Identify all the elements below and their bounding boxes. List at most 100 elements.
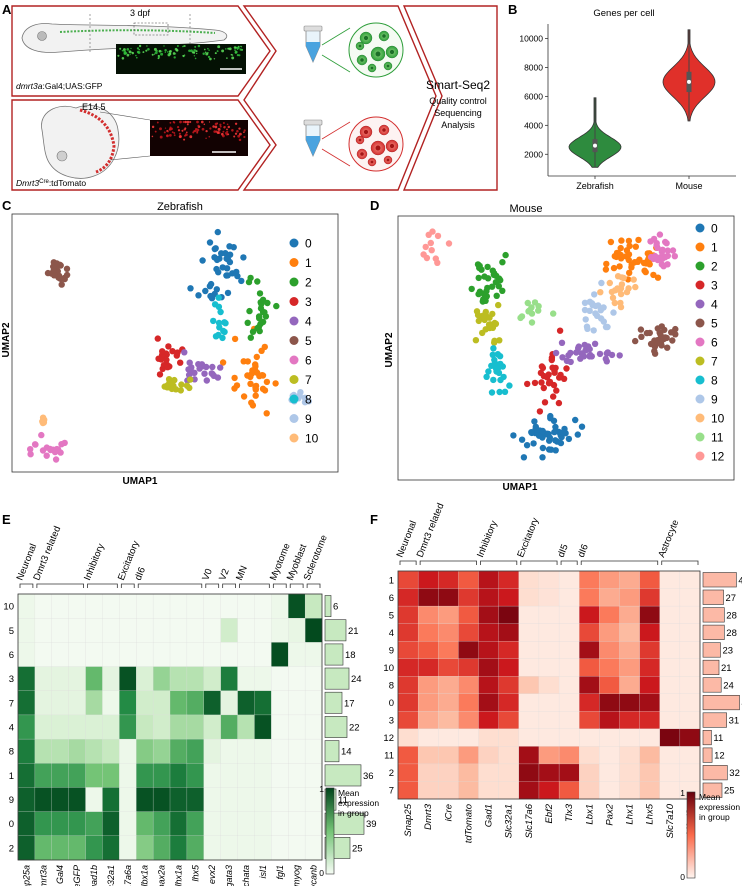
umap-point-cluster-1: [247, 380, 254, 387]
heatmap-cell: [186, 763, 205, 788]
heatmap-cell: [417, 676, 439, 695]
umap-point-cluster-5: [669, 337, 676, 344]
heatmap-cell: [34, 690, 53, 716]
tdtomato-cell: [238, 138, 242, 142]
heatmap-cell: [136, 666, 154, 692]
gene-group-bracket: [560, 560, 578, 565]
umap-point-cluster-8: [497, 360, 504, 368]
gene-label: chata: [241, 865, 251, 886]
cell-nucleus: [358, 138, 362, 142]
umap-point-cluster-10: [40, 419, 48, 426]
heatmap-cell: [220, 666, 239, 692]
umap-point-cluster-1: [616, 263, 623, 270]
heatmap-cell: [538, 693, 560, 712]
tdtomato-cell: [173, 132, 176, 134]
gene-label: Pax2: [604, 803, 615, 825]
heatmap-cell: [458, 781, 479, 800]
heatmap-cell: [518, 641, 540, 660]
gfp-cell: [137, 51, 141, 54]
heatmap-cell: [579, 641, 600, 660]
tdtomato-cell: [184, 129, 186, 131]
sorted-cells-zebrafish: [355, 30, 399, 73]
umap-point-cluster-0: [578, 423, 586, 430]
heatmap-cell: [119, 618, 137, 643]
gfp-cell: [202, 52, 205, 55]
umap-point-cluster-10: [608, 288, 616, 296]
heatmap-cell: [538, 623, 560, 642]
heatmap-cell: [498, 763, 520, 782]
heatmap-cell: [397, 711, 419, 730]
gfp-cell: [126, 53, 130, 57]
cell-count-bar: [702, 712, 727, 728]
gene-label: Lbx1: [584, 804, 595, 825]
violin-y-tick-label: 4000: [524, 120, 543, 130]
umap-point-cluster-3: [538, 379, 545, 386]
umap-point-cluster-4: [558, 339, 566, 346]
tdtomato-cell: [231, 129, 234, 132]
heatmap-cell: [639, 623, 661, 642]
heatmap-cell: [254, 593, 272, 619]
heatmap-cell: [203, 642, 222, 667]
cell-count-label: 24: [723, 681, 734, 692]
heatmap-cell: [659, 623, 681, 642]
heatmap-row-label: 11: [384, 751, 394, 762]
tdtomato-cell: [169, 121, 172, 124]
heatmap-cell: [68, 593, 87, 619]
heatmap-cell: [271, 690, 289, 716]
umap-point-cluster-1: [240, 393, 248, 400]
cell-count-label: 22: [349, 723, 360, 734]
heatmap-cell: [220, 763, 239, 788]
gene-group-label: dI6: [576, 543, 591, 559]
heatmap-cell: [102, 690, 120, 716]
umap-point-cluster-5: [658, 323, 665, 330]
tdtomato-cell: [182, 120, 185, 124]
mouse-stage-label: E14.5: [82, 102, 106, 112]
heatmap-cell: [417, 763, 439, 782]
heatmap-cell: [85, 738, 103, 764]
heatmap-cell: [679, 693, 701, 712]
heatmap-cell: [119, 714, 137, 740]
heatmap-cell: [68, 714, 87, 740]
heatmap-cell: [51, 714, 70, 740]
heatmap-cell: [518, 763, 540, 782]
heatmap-cell: [304, 811, 323, 837]
gfp-cell: [191, 51, 195, 54]
heatmap-cell: [538, 711, 560, 730]
heatmap-cell: [438, 693, 459, 712]
heatmap-cell: [254, 666, 272, 692]
tdtomato-cell: [184, 134, 186, 137]
umap-point-cluster-1: [244, 358, 251, 365]
legend-swatch-3: [289, 297, 299, 306]
heatmap-cell: [119, 642, 137, 667]
heatmap-cell: [417, 605, 439, 625]
umap-point-cluster-8: [493, 368, 500, 375]
heatmap-cell: [169, 835, 188, 861]
tdtomato-cell: [173, 134, 176, 137]
heatmap-cell: [438, 658, 459, 677]
heatmap-cell: [152, 738, 171, 764]
heatmap-cell: [34, 714, 53, 740]
heatmap-cell: [659, 693, 681, 712]
umap-point-cluster-2: [256, 290, 264, 297]
umap-point-cluster-8: [210, 317, 217, 325]
heatmap-cell: [68, 618, 87, 643]
gene-label: Dmrt3: [423, 803, 434, 830]
gene-label: gad1b: [89, 865, 99, 886]
heatmap-cell: [478, 763, 500, 782]
heatmap-cell: [599, 746, 620, 765]
heatmap-cell: [288, 763, 306, 788]
umap-point-cluster-2: [502, 251, 509, 259]
umap-point-cluster-12: [420, 251, 427, 258]
umap-point-cluster-9: [604, 323, 611, 331]
heatmap-cell: [17, 714, 36, 740]
umap-point-cluster-1: [617, 244, 624, 252]
cell-count-label: 32: [729, 768, 740, 779]
heatmap-row-label: 0: [389, 698, 394, 709]
umap-point-cluster-1: [628, 264, 635, 271]
umap-point-cluster-0: [223, 265, 231, 272]
heatmap-cell: [304, 714, 323, 740]
heatmap-cell: [51, 666, 70, 692]
umap-point-cluster-1: [263, 410, 270, 417]
umap-point-cluster-3: [563, 365, 570, 372]
